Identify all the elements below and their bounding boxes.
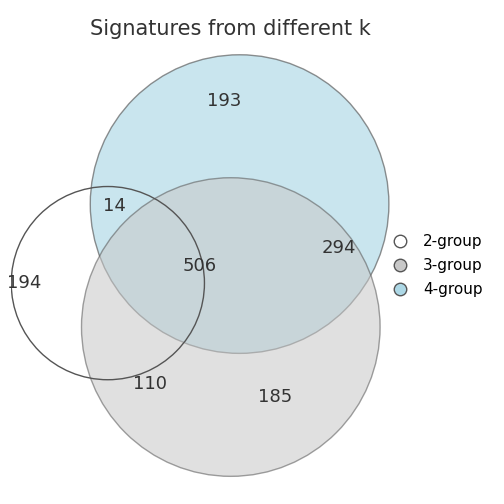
Text: 185: 185 xyxy=(258,388,292,406)
Circle shape xyxy=(90,55,389,353)
Title: Signatures from different k: Signatures from different k xyxy=(90,19,371,39)
Text: 194: 194 xyxy=(7,274,42,292)
Circle shape xyxy=(82,178,380,476)
Text: 14: 14 xyxy=(103,197,126,215)
Text: 193: 193 xyxy=(207,92,241,110)
Legend: 2-group, 3-group, 4-group: 2-group, 3-group, 4-group xyxy=(379,228,489,303)
Text: 506: 506 xyxy=(183,257,217,275)
Text: 110: 110 xyxy=(133,375,166,393)
Text: 294: 294 xyxy=(321,239,356,257)
